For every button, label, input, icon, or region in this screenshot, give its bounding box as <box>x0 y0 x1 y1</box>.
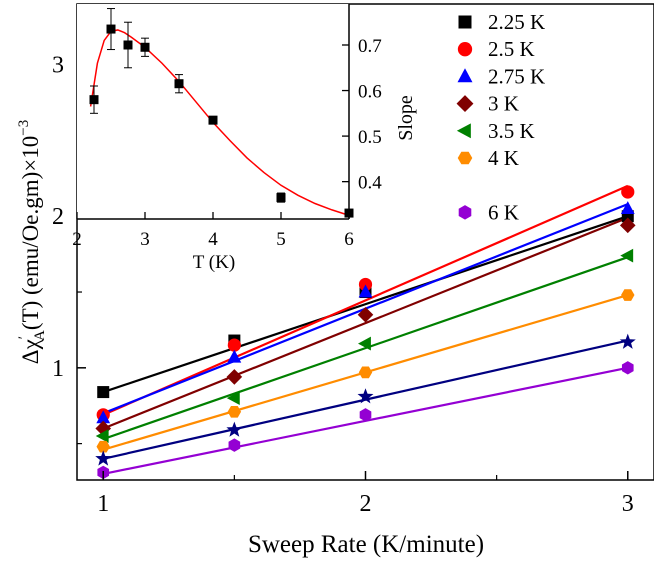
inset-data-point-3 <box>140 42 150 52</box>
main-y-label-rest: (T) (emu/Oe.gm)×10 <box>18 136 43 330</box>
main-chart: 1 2 3 1 2 3 Sweep Rate (K/minute) Δχ′A(T) (e… <box>16 3 654 558</box>
inset-x-axis-label: T (K) <box>193 252 235 273</box>
fit-line-series-3 <box>102 216 629 430</box>
data-point-series-7-3 <box>621 361 634 375</box>
data-point-series-7-2 <box>359 408 372 422</box>
main-y-tick-label-2: 3 <box>52 53 64 79</box>
legend-label-3: 3 K <box>488 92 519 116</box>
inset-data-point-1 <box>106 24 116 34</box>
legend-label-1: 2.5 K <box>488 37 535 61</box>
legend-label-0: 2.25 K <box>488 10 545 34</box>
inset-chart: 2 3 4 5 6 0.4 0.5 0.6 0.7 T (K) Slope <box>72 4 417 273</box>
inset-data-point-4 <box>174 79 184 89</box>
inset-x-tick-label-1: 3 <box>140 229 150 250</box>
data-point-series-3-1 <box>226 369 243 385</box>
inset-y-tick-label-0: 0.4 <box>358 173 382 194</box>
data-point-series-6-3 <box>619 333 636 349</box>
data-point-series-2-3 <box>620 201 635 215</box>
data-point-series-7-1 <box>228 438 241 452</box>
main-x-tick-label-0: 1 <box>97 491 109 517</box>
data-point-series-1-1 <box>227 338 241 352</box>
data-point-series-2-0 <box>96 410 111 424</box>
fit-line-series-1 <box>102 184 629 416</box>
data-point-series-4-1 <box>226 391 240 406</box>
legend-marker-2 <box>457 68 473 83</box>
legend-marker-5 <box>457 151 473 165</box>
fit-line-series-4 <box>102 256 629 441</box>
inset-background <box>77 4 349 219</box>
data-point-series-5-1 <box>227 405 242 418</box>
main-y-label-delta: Δχ <box>18 338 43 364</box>
data-point-series-2-2 <box>358 284 373 298</box>
data-point-series-6-0 <box>95 450 112 466</box>
main-y-label-prime: ′ <box>16 336 32 339</box>
main-x-tick-label-2: 3 <box>622 491 634 517</box>
main-y-label-exponent: −3 <box>16 120 32 136</box>
inset-x-ticks: 2 3 4 5 6 <box>72 212 354 250</box>
inset-y-tick-label-1: 0.5 <box>358 127 382 148</box>
inset-data-point-0 <box>89 95 99 105</box>
data-point-series-4-3 <box>620 248 634 263</box>
data-point-series-0-0 <box>97 386 110 399</box>
legend-label-2: 2.75 K <box>488 64 545 88</box>
inset-x-tick-label-2: 4 <box>208 229 218 250</box>
inset-x-tick-label-4: 6 <box>344 229 354 250</box>
legend-label-4: 3.5 K <box>488 119 535 143</box>
inset-y-axis-label: Slope <box>395 95 417 141</box>
legend-marker-7 <box>458 205 472 220</box>
data-point-series-1-3 <box>621 185 635 199</box>
legend-marker-3 <box>456 95 474 113</box>
legend-marker-1 <box>457 42 473 57</box>
inset-x-tick-label-0: 2 <box>72 229 82 250</box>
main-x-axis-label: Sweep Rate (K/minute) <box>248 531 484 558</box>
main-data-points <box>95 185 636 480</box>
data-point-series-2-1 <box>227 349 242 363</box>
inset-x-tick-label-3: 5 <box>276 229 286 250</box>
legend-label-7: 6 K <box>488 200 519 224</box>
inset-y-tick-label-2: 0.6 <box>358 82 382 103</box>
main-y-axis-label: Δχ′A(T) (emu/Oe.gm)×10−3 <box>16 120 48 364</box>
main-y-label-sub: A <box>32 330 48 341</box>
main-y-tick-label-0: 1 <box>52 356 64 382</box>
inset-data-point-5 <box>208 115 218 125</box>
data-point-series-6-1 <box>226 421 243 437</box>
inset-y-tick-label-3: 0.7 <box>358 36 382 57</box>
data-point-series-1-2 <box>358 277 373 292</box>
main-x-ticks: 1 2 3 <box>97 471 634 517</box>
main-y-ticks: 1 2 3 <box>52 53 86 445</box>
legend-marker-0 <box>458 15 472 29</box>
main-fit-lines <box>102 184 629 476</box>
data-point-series-3-0 <box>95 420 112 437</box>
data-point-series-5-3 <box>621 289 635 301</box>
data-point-series-6-2 <box>357 388 374 404</box>
data-point-series-3-3 <box>619 217 636 234</box>
data-point-series-5-0 <box>96 440 110 453</box>
data-point-series-5-2 <box>358 366 373 379</box>
legend: 2.25 K 2.5 K 2.75 K 3 K 3.5 K 4 K 6 K <box>456 10 545 224</box>
main-y-tick-label-1: 2 <box>52 204 64 230</box>
inset-y-ticks: 0.4 0.5 0.6 0.7 <box>342 36 382 194</box>
inset-data-point-6 <box>276 193 286 203</box>
fit-line-series-0 <box>102 215 629 394</box>
inset-data-point-2 <box>123 40 133 50</box>
legend-marker-4 <box>456 123 471 139</box>
data-point-series-3-2 <box>357 306 374 323</box>
data-point-series-4-2 <box>358 336 371 351</box>
data-point-series-4-0 <box>95 429 109 443</box>
legend-label-5: 4 K <box>488 146 519 170</box>
main-x-tick-label-1: 2 <box>360 491 372 517</box>
